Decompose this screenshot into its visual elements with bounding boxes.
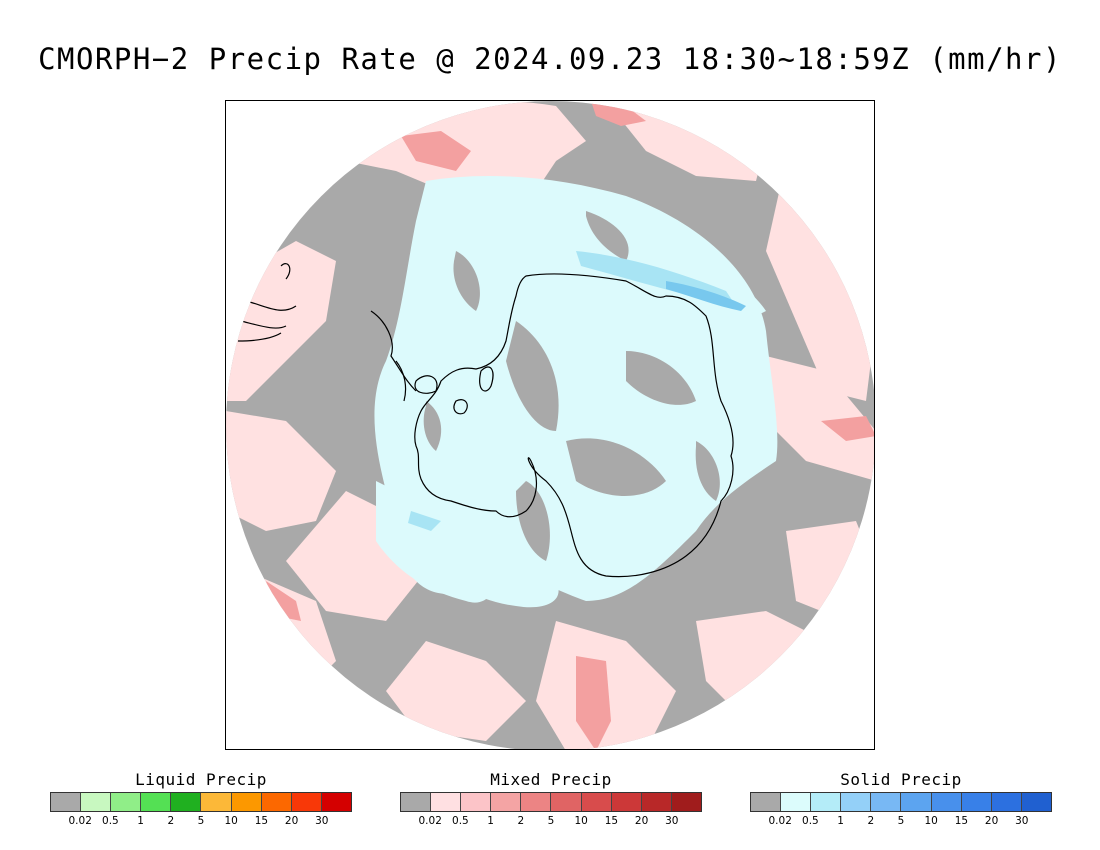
legend-mixed-swatch-2 <box>461 793 492 811</box>
legend-liquid-swatch-7 <box>261 793 292 811</box>
legend-mixed-tick-label: 2 <box>517 815 525 827</box>
legend-mixed-swatch-5 <box>551 793 582 811</box>
legend-mixed: Mixed Precip 0.02 0.5 1 2 5 10 15 20 30 <box>400 770 702 828</box>
legend-solid-swatches <box>750 792 1052 812</box>
legend-liquid-tick-label: 2 <box>167 815 175 827</box>
legend-mixed-swatch-1 <box>431 793 462 811</box>
antarctica-coastline <box>237 263 734 578</box>
legend-mixed-ticks: 0.02 0.5 1 2 5 10 15 20 30 <box>400 812 702 828</box>
legend-mixed-swatch-9 <box>671 793 701 811</box>
legend-liquid-swatch-4 <box>171 793 202 811</box>
precip-map-canvas <box>226 101 874 749</box>
legend-solid-swatch-2 <box>811 793 842 811</box>
legend-solid-tick-label: 15 <box>954 815 969 827</box>
legend-mixed-tick-label: 10 <box>574 815 588 827</box>
mixed-precip-moderate-areas <box>266 101 874 749</box>
legend-liquid: Liquid Precip 0.02 0.5 1 2 5 10 15 20 30 <box>50 770 352 828</box>
legend-liquid-tick-label: 15 <box>254 815 269 827</box>
legend-solid-swatch-4 <box>871 793 902 811</box>
legend-mixed-swatch-6 <box>581 793 612 811</box>
legend-solid-title: Solid Precip <box>840 770 962 789</box>
legend-liquid-tick-label: 20 <box>284 815 299 827</box>
legend-liquid-tick-label: 0.02 <box>68 815 92 827</box>
legend-mixed-tick-label: 0.5 <box>452 815 469 827</box>
legend-solid-tick-label: 0.5 <box>802 815 819 827</box>
legend-liquid-tick-label: 10 <box>224 815 238 827</box>
legend-liquid-tick-label: 0.5 <box>102 815 119 827</box>
legend-mixed-tick-label: 5 <box>547 815 555 827</box>
legend-mixed-tick-label: 30 <box>665 815 679 827</box>
legend-mixed-tick-label: 1 <box>487 815 494 827</box>
legend-mixed-swatch-4 <box>521 793 552 811</box>
legend-solid-swatch-7 <box>961 793 992 811</box>
legend-solid-swatch-3 <box>841 793 872 811</box>
legend-solid-tick-label: 30 <box>1015 815 1029 827</box>
legend-mixed-tick-label: 15 <box>604 815 619 827</box>
legend-solid-swatch-0 <box>751 793 782 811</box>
precip-map <box>225 100 875 750</box>
legend-liquid-swatch-3 <box>141 793 172 811</box>
legend-mixed-swatch-8 <box>641 793 672 811</box>
legend-mixed-swatch-7 <box>611 793 642 811</box>
legend-liquid-swatch-6 <box>231 793 262 811</box>
legend-liquid-swatch-2 <box>111 793 142 811</box>
legend-mixed-tick-label: 0.02 <box>418 815 442 827</box>
no-precip-streaks <box>423 211 720 561</box>
legend-liquid-swatches <box>50 792 352 812</box>
legend-liquid-swatch-0 <box>51 793 82 811</box>
legend-solid-tick-label: 10 <box>924 815 938 827</box>
solid-precip-moderate-areas <box>408 251 746 531</box>
legend-solid-tick-label: 2 <box>867 815 875 827</box>
legend-solid-ticks: 0.02 0.5 1 2 5 10 15 20 30 <box>750 812 1052 828</box>
legend-liquid-title: Liquid Precip <box>135 770 267 789</box>
legend-solid-swatch-8 <box>991 793 1022 811</box>
legend-liquid-tick-label: 30 <box>315 815 329 827</box>
legend-solid: Solid Precip 0.02 0.5 1 2 5 10 15 20 30 <box>750 770 1052 828</box>
legend-solid-swatch-1 <box>781 793 812 811</box>
legend-liquid-swatch-8 <box>291 793 322 811</box>
legend-solid-swatch-9 <box>1021 793 1051 811</box>
legend-solid-swatch-6 <box>931 793 962 811</box>
legend-liquid-swatch-1 <box>81 793 112 811</box>
legend-liquid-swatch-5 <box>201 793 232 811</box>
legend-solid-tick-label: 5 <box>897 815 905 827</box>
legend-mixed-swatches <box>400 792 702 812</box>
legend-mixed-tick-label: 20 <box>634 815 649 827</box>
legend-solid-tick-label: 20 <box>984 815 999 827</box>
map-title: CMORPH−2 Precip Rate @ 2024.09.23 18:30~… <box>38 42 1062 76</box>
legend-liquid-tick-label: 5 <box>197 815 205 827</box>
legend-mixed-swatch-3 <box>491 793 522 811</box>
legend-liquid-tick-label: 1 <box>137 815 144 827</box>
legend-solid-tick-label: 1 <box>837 815 844 827</box>
legend-liquid-swatch-9 <box>321 793 351 811</box>
legend-liquid-ticks: 0.02 0.5 1 2 5 10 15 20 30 <box>50 812 352 828</box>
legend-mixed-title: Mixed Precip <box>490 770 612 789</box>
legend-mixed-swatch-0 <box>401 793 432 811</box>
legend-solid-tick-label: 0.02 <box>768 815 792 827</box>
legend-solid-swatch-5 <box>901 793 932 811</box>
